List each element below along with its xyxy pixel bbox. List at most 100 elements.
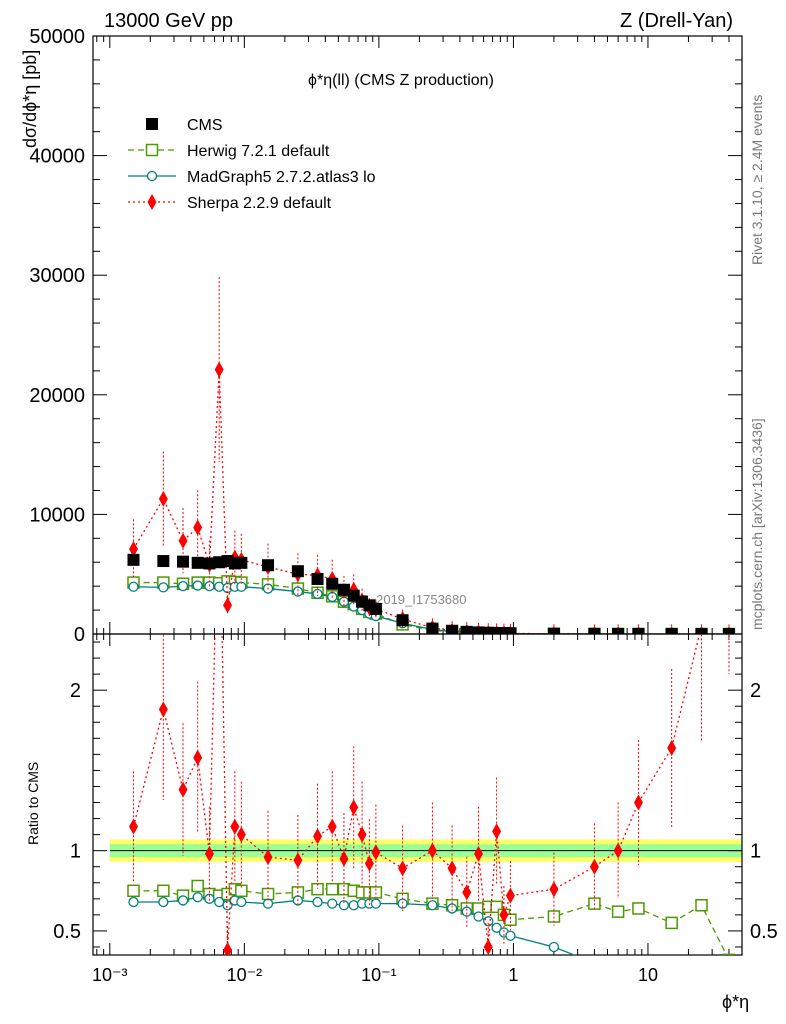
point-cms xyxy=(588,627,601,634)
ratio-point-sherpa xyxy=(230,818,240,835)
ratio-point-sherpa xyxy=(724,522,733,538)
point-cms xyxy=(665,627,678,634)
ratio-point-sherpa xyxy=(339,850,349,867)
legend-marker-cms xyxy=(146,118,158,130)
ratio-point-madgraph xyxy=(473,911,484,922)
legend: CMS Herwig 7.2.1 default MadGraph5 2.7.2.a… xyxy=(128,117,376,212)
x-tick-label: 10⁻¹ xyxy=(361,965,397,985)
point-cms xyxy=(396,614,409,627)
ratio-point-sherpa xyxy=(398,860,408,877)
ratio-series-group xyxy=(127,457,736,1003)
legend-marker-herwig xyxy=(145,143,159,157)
point-cms xyxy=(504,627,517,634)
point-sherpa xyxy=(223,597,233,614)
ratio-y-tick-label-right: 0.5 xyxy=(750,921,778,943)
ratio-point-sherpa xyxy=(667,739,677,756)
point-cms xyxy=(203,557,216,570)
ratio-point-madgraph xyxy=(697,994,706,1003)
ratio-point-sherpa xyxy=(447,860,457,877)
ratio-point-sherpa xyxy=(204,845,214,862)
main-series-group xyxy=(127,277,736,634)
point-cms xyxy=(695,627,708,634)
point-cms xyxy=(482,626,495,634)
ratio-point-herwig xyxy=(695,898,708,912)
point-cms xyxy=(311,572,324,585)
x-tick-label: 10⁻³ xyxy=(92,965,128,985)
ratio-point-sherpa xyxy=(462,884,472,901)
ratio-frame xyxy=(92,633,743,956)
point-madgraph xyxy=(128,581,139,592)
ratio-point-herwig xyxy=(632,902,645,915)
legend-label-cms: CMS xyxy=(187,117,223,134)
ratio-point-sherpa xyxy=(549,881,559,898)
ratio-point-madgraph xyxy=(446,903,458,914)
ratio-point-madgraph xyxy=(192,892,203,903)
ratio-point-madgraph xyxy=(312,896,323,908)
ratio-point-herwig xyxy=(325,882,339,896)
point-cms xyxy=(490,626,503,634)
ratio-series-sherpa xyxy=(129,457,733,955)
ratio-point-sherpa xyxy=(483,938,493,955)
ratio-point-madgraph xyxy=(505,930,516,941)
ratio-point-sherpa xyxy=(349,799,359,816)
ratio-point-sherpa xyxy=(473,845,483,862)
rivet-version-label: Rivet 3.1.10, ≥ 2.4M events xyxy=(749,95,765,265)
y-tick-label: 30000 xyxy=(29,265,85,287)
y-tick-label: 0 xyxy=(74,624,85,646)
ratio-point-sherpa xyxy=(364,855,374,872)
legend-item-cms: CMS xyxy=(146,117,223,134)
ratio-line-sherpa xyxy=(132,634,701,951)
y-tick-label: 20000 xyxy=(29,385,85,407)
ratio-point-madgraph xyxy=(370,898,382,909)
ratio-y-tick-label: 0.5 xyxy=(53,921,81,943)
ratio-point-sherpa xyxy=(158,701,168,718)
ratio-point-madgraph xyxy=(590,959,599,968)
main-panel: 0 10000 20000 30000 40000 50000 xyxy=(29,26,743,646)
ratio-point-sherpa xyxy=(589,858,599,875)
legend-label-sherpa: Sherpa 2.2.9 default xyxy=(187,195,332,212)
point-cms xyxy=(632,627,645,634)
series-cms xyxy=(127,553,735,634)
point-cms xyxy=(262,559,275,572)
point-sherpa xyxy=(178,532,188,549)
point-cms xyxy=(369,602,382,615)
point-sherpa xyxy=(214,361,224,378)
point-sherpa xyxy=(129,541,139,558)
ratio-point-madgraph xyxy=(214,896,225,908)
ratio-point-sherpa xyxy=(633,794,643,811)
point-cms xyxy=(446,624,459,634)
point-sherpa xyxy=(158,490,168,507)
main-ylabel: dσ/dϕ*η [pb] xyxy=(20,50,40,148)
ratio-point-sherpa xyxy=(327,818,337,835)
mcplots-label: mcplots.cern.ch [arXiv:1306.3436] xyxy=(749,418,765,630)
ratio-point-sherpa xyxy=(193,749,203,766)
x-axis-label: ϕ*η xyxy=(722,992,749,1012)
ratio-point-sherpa xyxy=(178,781,188,798)
ratio-point-madgraph xyxy=(348,900,359,911)
ratio-ylabel: Ratio to CMS xyxy=(25,762,41,845)
ratio-point-sherpa xyxy=(215,457,224,473)
ratio-series-herwig xyxy=(127,879,736,955)
point-cms xyxy=(472,626,485,634)
point-madgraph xyxy=(312,588,323,600)
y-tick-label: 40000 xyxy=(29,146,85,168)
legend-marker-sherpa xyxy=(147,194,157,210)
ratio-point-herwig xyxy=(369,886,383,899)
ratio-point-sherpa xyxy=(492,823,502,840)
legend-marker-madgraph xyxy=(146,170,158,182)
ratio-point-madgraph xyxy=(338,900,350,911)
ratio-panel: 10⁻³ 10⁻² 10⁻¹ 1 10 0.5 0.5 1 1 2 2 xyxy=(53,457,778,1003)
ratio-point-herwig xyxy=(490,900,503,914)
ratio-point-madgraph xyxy=(128,896,139,908)
point-cms xyxy=(127,553,140,566)
point-cms xyxy=(177,555,190,568)
legend-item-madgraph: MadGraph5 2.7.2.atlas3 lo xyxy=(128,169,376,186)
ratio-point-herwig xyxy=(611,905,625,918)
energy-label: 13000 GeV pp xyxy=(104,10,233,32)
ratio-point-herwig xyxy=(157,884,170,898)
x-tick-label: 10 xyxy=(638,965,658,985)
ratio-point-herwig xyxy=(127,884,140,898)
point-madgraph xyxy=(192,580,203,591)
point-cms xyxy=(157,555,170,568)
point-cms xyxy=(291,565,304,578)
